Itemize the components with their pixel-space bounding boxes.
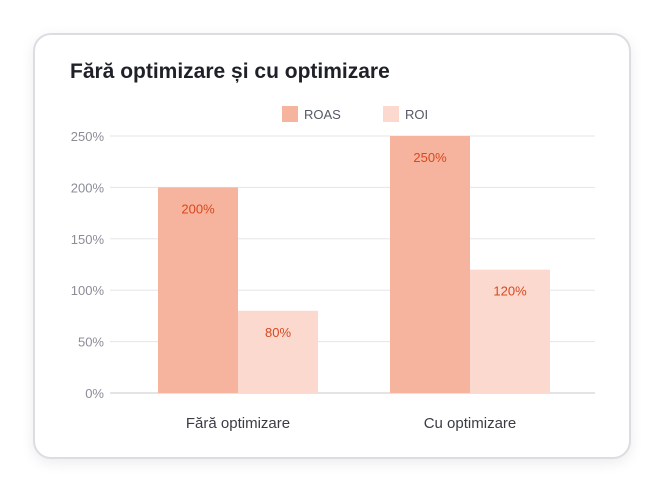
chart-title: Fără optimizare și cu optimizare <box>70 60 390 83</box>
data-label: 250% <box>413 150 447 165</box>
y-tick-label: 100% <box>71 283 105 298</box>
legend-swatch-roi <box>383 106 399 122</box>
legend-label: ROAS <box>304 107 341 122</box>
bar-roas <box>390 136 470 393</box>
data-label: 120% <box>493 284 527 299</box>
legend-label: ROI <box>405 107 428 122</box>
bar-roi <box>470 269 550 393</box>
x-tick-label: Fără optimizare <box>186 415 290 432</box>
bar-roas <box>158 187 238 393</box>
bar-roi <box>238 310 318 393</box>
x-tick-label: Cu optimizare <box>424 415 517 432</box>
y-tick-label: 0% <box>85 386 104 401</box>
data-label: 200% <box>181 201 215 216</box>
legend-swatch-roas <box>282 106 298 122</box>
y-tick-label: 200% <box>71 180 105 195</box>
y-tick-label: 50% <box>78 335 104 350</box>
y-tick-label: 250% <box>71 129 105 144</box>
y-tick-label: 150% <box>71 232 105 247</box>
data-label: 80% <box>265 325 291 340</box>
